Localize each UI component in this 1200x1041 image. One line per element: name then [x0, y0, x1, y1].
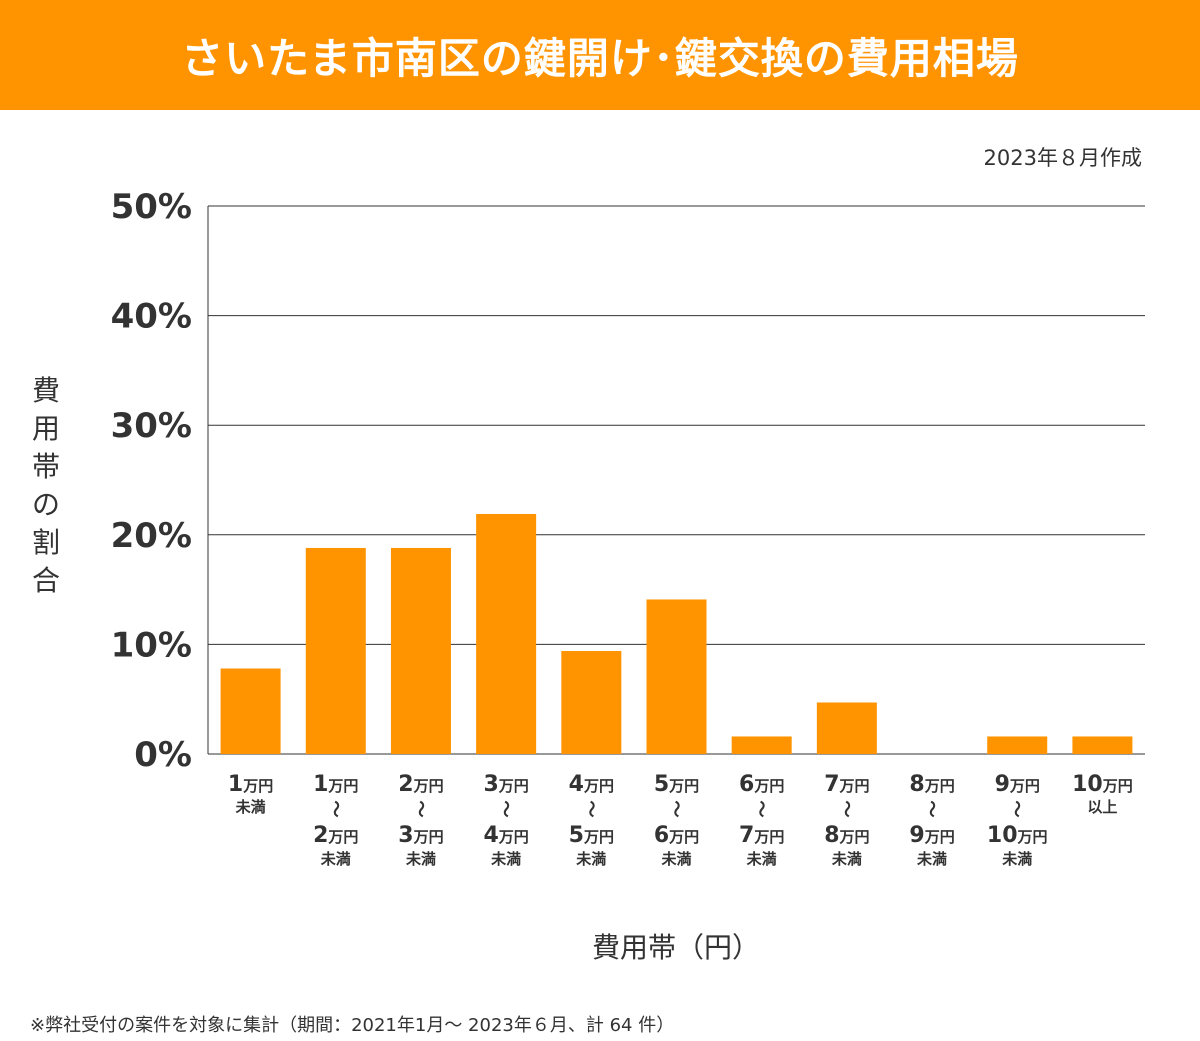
x-tick-label: 3万円 [483, 772, 528, 797]
y-tick-label: 50% [111, 187, 192, 227]
x-tick-suffix: 未満 [660, 850, 691, 868]
x-tick-label: 5万円 [654, 772, 699, 797]
x-tick-suffix: 未満 [831, 850, 862, 868]
x-tick-tilde: 〜 [1006, 801, 1026, 818]
x-tick-label: 8万円 [909, 772, 954, 797]
x-tick-label: 7万円 [739, 823, 784, 848]
bar-chart: 0%10%20%30%40%50%1万円未満1万円〜2万円未満2万円〜3万円未満… [111, 187, 1145, 868]
x-tick-suffix: 以上 [1087, 798, 1117, 816]
x-tick-label: 5万円 [569, 823, 614, 848]
bar [987, 736, 1048, 754]
footnote: ※弊社受付の案件を対象に集計（期間：2021年1月～ 2023年６月、計 64 … [30, 1015, 675, 1036]
x-tick-tilde: 〜 [921, 801, 941, 818]
x-tick-label: 8万円 [824, 823, 869, 848]
x-tick-tilde: 〜 [410, 801, 430, 818]
x-tick-label: 6万円 [654, 823, 699, 848]
bar [220, 668, 281, 754]
x-tick-suffix: 未満 [916, 850, 947, 868]
y-axis-label-char: 帯 [31, 450, 60, 483]
y-axis-label-char: 用 [31, 412, 60, 445]
y-axis-label-char: の [31, 488, 60, 521]
bar [646, 599, 707, 754]
y-tick-label: 30% [111, 406, 192, 446]
x-tick-tilde: 〜 [836, 801, 856, 818]
y-tick-label: 10% [111, 625, 192, 665]
x-tick-tilde: 〜 [751, 801, 771, 818]
x-tick-suffix: 未満 [405, 850, 436, 868]
bar [561, 650, 622, 754]
x-tick-label: 2万円 [313, 823, 358, 848]
bar [816, 702, 877, 754]
x-tick-suffix: 未満 [490, 850, 521, 868]
y-axis-label-char: 合 [31, 564, 60, 597]
x-tick-label: 9万円 [995, 772, 1040, 797]
x-tick-label: 4万円 [569, 772, 614, 797]
date-note: 2023年８月作成 [983, 146, 1142, 170]
x-tick-label: 4万円 [483, 823, 528, 848]
x-tick-label: 9万円 [909, 823, 954, 848]
x-tick-suffix: 未満 [746, 850, 777, 868]
bar [476, 513, 537, 754]
x-tick-suffix: 未満 [575, 850, 606, 868]
x-tick-suffix: 未満 [235, 798, 266, 816]
bar [731, 736, 792, 754]
x-tick-label: 2万円 [398, 772, 443, 797]
bar [390, 547, 451, 754]
y-tick-label: 40% [111, 297, 192, 337]
bar [1072, 736, 1133, 754]
x-tick-tilde: 〜 [325, 801, 345, 818]
y-tick-label: 0% [134, 735, 192, 775]
x-tick-label: 3万円 [398, 823, 443, 848]
y-axis-label: 費 用 帯 の 割 合 [28, 372, 64, 600]
y-axis-label-char: 割 [31, 526, 60, 559]
x-tick-label: 1万円 [228, 772, 273, 797]
x-tick-suffix: 未満 [320, 850, 351, 868]
x-tick-tilde: 〜 [666, 801, 686, 818]
y-tick-label: 20% [111, 516, 192, 556]
title-banner: さいたま市南区の鍵開け･鍵交換の費用相場 [0, 0, 1200, 110]
x-tick-suffix: 未満 [1001, 850, 1032, 868]
x-tick-label: 10万円 [1072, 772, 1133, 797]
chart-title: さいたま市南区の鍵開け･鍵交換の費用相場 [181, 33, 1019, 83]
x-tick-label: 7万円 [824, 772, 869, 797]
x-tick-label: 10万円 [987, 823, 1048, 848]
x-tick-label: 1万円 [313, 772, 358, 797]
x-tick-tilde: 〜 [580, 801, 600, 818]
y-axis-label-char: 費 [31, 374, 60, 407]
bar [305, 547, 366, 754]
x-axis-label: 費用帯（円） [591, 931, 760, 964]
x-tick-label: 6万円 [739, 772, 784, 797]
x-tick-tilde: 〜 [495, 801, 515, 818]
